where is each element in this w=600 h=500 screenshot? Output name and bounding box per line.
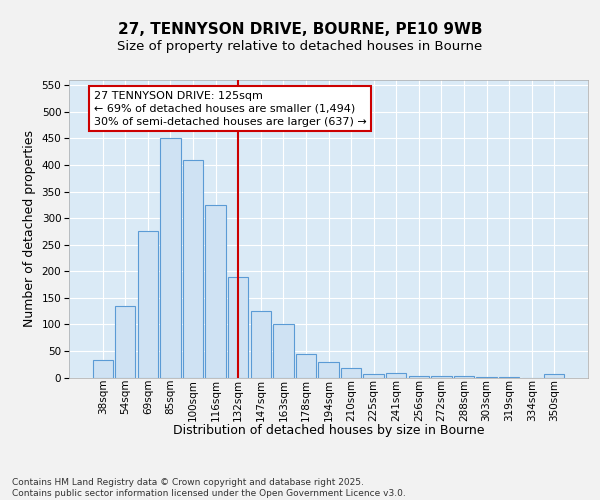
Bar	[499, 377, 519, 378]
Bar	[319, 362, 338, 378]
Text: Contains HM Land Registry data © Crown copyright and database right 2025.
Contai: Contains HM Land Registry data © Crown c…	[12, 478, 406, 498]
Bar	[273, 324, 293, 378]
Bar	[454, 376, 474, 378]
Bar	[183, 160, 203, 378]
Bar	[251, 311, 271, 378]
Bar	[138, 232, 158, 378]
Bar	[296, 354, 316, 378]
Bar	[476, 377, 497, 378]
Y-axis label: Number of detached properties: Number of detached properties	[23, 130, 36, 327]
Bar	[228, 276, 248, 378]
Bar	[544, 374, 565, 378]
Bar	[386, 373, 406, 378]
X-axis label: Distribution of detached houses by size in Bourne: Distribution of detached houses by size …	[173, 424, 484, 437]
Bar	[160, 138, 181, 378]
Text: Size of property relative to detached houses in Bourne: Size of property relative to detached ho…	[118, 40, 482, 53]
Bar	[205, 205, 226, 378]
Bar	[431, 376, 452, 378]
Bar	[115, 306, 136, 378]
Bar	[341, 368, 361, 378]
Text: 27, TENNYSON DRIVE, BOURNE, PE10 9WB: 27, TENNYSON DRIVE, BOURNE, PE10 9WB	[118, 22, 482, 38]
Bar	[92, 360, 113, 378]
Text: 27 TENNYSON DRIVE: 125sqm
← 69% of detached houses are smaller (1,494)
30% of se: 27 TENNYSON DRIVE: 125sqm ← 69% of detac…	[94, 90, 367, 127]
Bar	[409, 376, 429, 378]
Bar	[364, 374, 384, 378]
